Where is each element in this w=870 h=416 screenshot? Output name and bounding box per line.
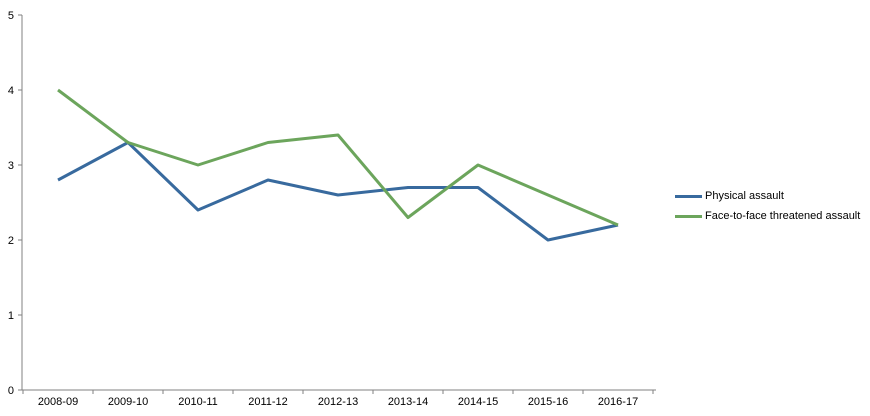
legend-label: Face-to-face threatened assault <box>705 210 861 222</box>
legend-item: Physical assault <box>675 186 860 206</box>
x-tick-label: 2008-09 <box>38 396 78 408</box>
series-line-face-to-face-threatened-assault <box>57 88 619 227</box>
x-tick-label: 2013-14 <box>388 396 428 408</box>
y-tick-label: 1 <box>8 310 14 322</box>
y-tick-label: 5 <box>8 10 14 22</box>
x-tick-label: 2015-16 <box>528 396 568 408</box>
y-tick-label: 0 <box>8 385 14 397</box>
x-tick-label: 2016-17 <box>598 396 638 408</box>
series-line-physical-assault <box>57 141 619 242</box>
x-tick-label: 2011-12 <box>248 396 288 408</box>
y-tick-label: 3 <box>8 160 14 172</box>
x-tick-label: 2009-10 <box>108 396 148 408</box>
legend-item: Face-to-face threatened assault <box>675 206 860 226</box>
legend-line-swatch <box>675 194 702 198</box>
legend: Physical assault Face-to-face threatened … <box>675 186 860 226</box>
x-tick-label: 2010-11 <box>178 396 218 408</box>
x-tick-label: 2014-15 <box>458 396 498 408</box>
x-tick-label: 2012-13 <box>318 396 358 408</box>
y-tick-label: 4 <box>8 85 14 97</box>
legend-label: Physical assault <box>705 190 784 202</box>
y-tick-label: 2 <box>8 235 14 247</box>
legend-line-swatch <box>675 214 702 218</box>
